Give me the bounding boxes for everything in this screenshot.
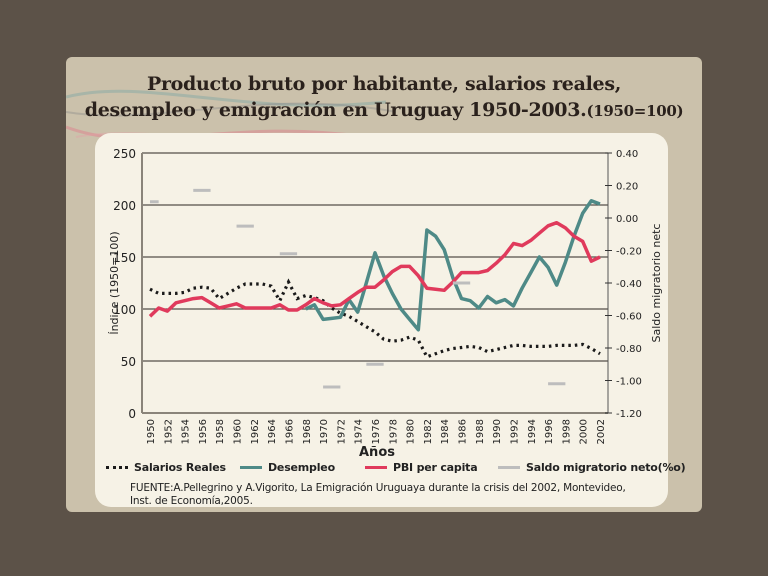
legend-label-saldo: Saldo migratorio neto(%o) — [526, 461, 686, 474]
title-line-2-text: desempleo y emigración en Uruguay 1950-2… — [84, 99, 587, 121]
title-line-1: Producto bruto por habitante, salarios r… — [146, 73, 622, 95]
y-axis-label: Índice (1950=100) — [108, 231, 121, 334]
y2-tick-label: 0.00 — [616, 214, 638, 225]
y-tick-label: 150 — [113, 251, 136, 265]
x-tick-label: 1982 — [423, 419, 434, 444]
y2-tick-label: -1.20 — [616, 409, 642, 420]
y2-tick-label: -1.00 — [616, 377, 642, 388]
source-line-2: Inst. de Economía,2005. — [130, 495, 253, 507]
x-tick-label: 1954 — [181, 419, 192, 444]
legend-label-salarios: Salarios Reales — [134, 461, 226, 474]
legend-label-desempleo: Desempleo — [268, 461, 335, 474]
x-tick-label: 1984 — [440, 419, 451, 444]
x-tick-label: 1970 — [319, 419, 330, 444]
y2-tick-label: -0.40 — [616, 279, 642, 290]
y-tick-label: 0 — [128, 407, 136, 421]
y-tick-label: 50 — [121, 355, 136, 369]
x-axis-label: Años — [359, 445, 395, 460]
x-tick-label: 2000 — [579, 419, 590, 444]
x-tick-label: 1974 — [354, 419, 365, 444]
y2-tick-label: 0.40 — [616, 149, 638, 160]
x-tick-label: 2002 — [596, 419, 607, 444]
x-tick-label: 1976 — [371, 419, 382, 444]
x-tick-label: 1966 — [284, 419, 295, 444]
y-tick-label: 250 — [113, 147, 136, 161]
series-layer — [148, 188, 601, 389]
axes: 0 50 100 150 200 250 -1.20 -1.00 -0.80 -0.60 -0.40… — [113, 147, 642, 444]
source-note: FUENTE:A.Pellegrino y A.Vigorito, La Emi… — [130, 482, 650, 508]
x-tick-label: 1964 — [267, 419, 278, 444]
y-tick-label: 100 — [113, 303, 136, 317]
legend-swatch-desempleo — [240, 466, 262, 469]
x-tick-label: 1980 — [406, 419, 417, 444]
desempleo-line — [305, 199, 601, 332]
pbi-per-capita-line — [148, 220, 601, 318]
x-tick-label: 1986 — [458, 419, 469, 444]
y2-tick-label: -0.80 — [616, 344, 642, 355]
y-tick-label: 200 — [113, 199, 136, 213]
y2-tick-label: 0.20 — [616, 182, 638, 193]
legend-item-saldo: Saldo migratorio neto(%o) — [498, 461, 686, 474]
legend-item-pbi: PBI per capita — [365, 461, 478, 474]
x-tick-label: 1988 — [475, 419, 486, 444]
x-tick-label: 1998 — [561, 419, 572, 444]
title-suffix: (1950=100) — [586, 102, 684, 120]
x-tick-label: 1960 — [233, 419, 244, 444]
legend-item-salarios: Salarios Reales — [106, 461, 226, 474]
legend-swatch-saldo — [498, 466, 520, 469]
x-tick-label: 1978 — [388, 419, 399, 444]
x-tick-label: 1952 — [163, 419, 174, 444]
x-tick-label: 1990 — [492, 419, 503, 444]
y2-axis-label: Saldo migratorio netc — [650, 224, 663, 343]
x-tick-label: 1958 — [215, 419, 226, 444]
source-line-1: FUENTE:A.Pellegrino y A.Vigorito, La Emi… — [130, 482, 626, 494]
salarios-reales-line — [149, 278, 601, 359]
x-tick-label: 1968 — [302, 419, 313, 444]
chart-card — [95, 133, 668, 507]
legend-label-pbi: PBI per capita — [393, 461, 478, 474]
x-tick-label: 1994 — [527, 419, 538, 444]
x-tick-label: 1956 — [198, 419, 209, 444]
x-tick-label: 1996 — [544, 419, 555, 444]
y2-tick-label: -0.60 — [616, 312, 642, 323]
legend-swatch-pbi — [365, 466, 387, 469]
x-tick-label: 1962 — [250, 419, 261, 444]
x-tick-label: 1950 — [146, 419, 157, 444]
x-tick-label: 1972 — [336, 419, 347, 444]
y2-tick-label: -0.20 — [616, 247, 642, 258]
legend-item-desempleo: Desempleo — [240, 461, 335, 474]
title-line-2: desempleo y emigración en Uruguay 1950-2… — [66, 97, 702, 124]
chart-title: Producto bruto por habitante, salarios r… — [66, 71, 702, 124]
x-tick-label: 1992 — [509, 419, 520, 444]
legend-swatch-salarios — [106, 466, 128, 469]
